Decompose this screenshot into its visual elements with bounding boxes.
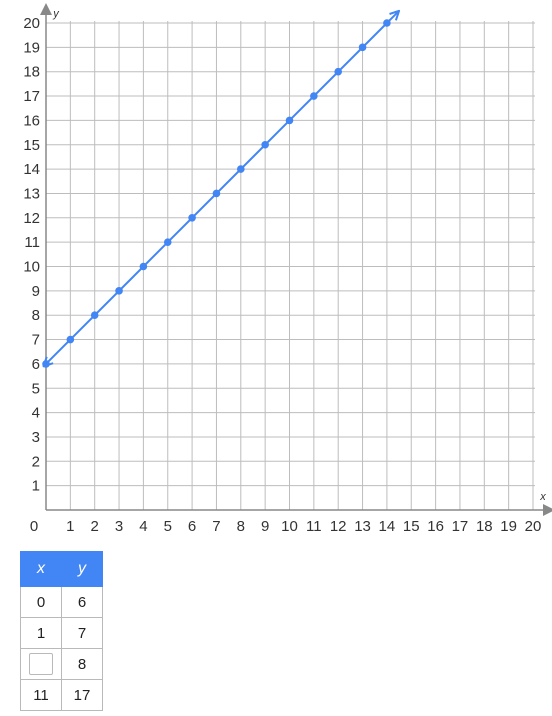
table-row: 8 [20,648,103,680]
x-tick-label: 11 [306,518,322,535]
data-point [310,92,318,100]
y-tick-label: 15 [23,137,40,154]
table-cell-x: 1 [20,617,62,649]
y-tick-label: 1 [32,478,40,495]
table-row: 1 7 [20,617,103,649]
x-tick-label: 5 [164,518,172,535]
x-tick-label: 7 [212,518,220,535]
x-tick-label: 4 [139,518,147,535]
data-point [358,43,367,52]
y-tick-label: 10 [23,259,40,276]
table-cell-y: 6 [61,586,103,618]
x-tick-label: 15 [403,518,420,535]
y-tick-label: 11 [24,234,40,251]
x-tick-label: 12 [330,518,347,535]
table-cell-x-input [20,648,62,680]
data-series [42,9,401,368]
y-axis-arrow-icon [40,3,52,15]
table-cell-x: 0 [20,586,62,618]
table-header-y: y [61,551,103,587]
x-tick-label: 16 [427,518,444,535]
y-tick-label: 13 [23,185,40,202]
x-tick-label: 14 [379,518,396,535]
y-tick-label: 16 [23,112,40,129]
line-arrow-end-icon [389,9,401,21]
y-tick-label: 2 [32,453,40,470]
data-point [139,262,148,271]
x-tick-label: 6 [188,518,196,535]
data-point [90,311,99,320]
y-tick-label: 12 [23,210,40,227]
y-tick-label: 6 [32,356,40,373]
y-tick-label: 8 [32,307,40,324]
data-point [383,19,391,27]
answer-input-box[interactable] [29,653,53,675]
x-tick-label: 17 [452,518,469,535]
grid [46,21,535,510]
table-cell-y: 7 [61,617,103,649]
data-point [188,214,196,222]
y-tick-label: 18 [23,64,40,81]
data-point [163,238,172,246]
x-tick-label: 19 [500,518,517,535]
x-tick-label: 20 [525,518,542,535]
table-row: 11 17 [20,679,103,711]
table-cell-y: 8 [61,648,103,680]
tick-labels: 0 1 2 3 4 5 6 7 8 9 10 11 12 13 14 15 16 17 18 19 2012345678… [23,15,541,535]
data-point [334,67,343,76]
y-tick-label: 14 [23,161,40,178]
x-tick-label: 18 [476,518,493,535]
table-header-x: x [20,551,62,587]
data-point [237,165,245,173]
y-tick-label: 20 [23,15,40,32]
x-tick-label: 1 [66,518,74,535]
x-axis-arrow-icon [543,504,552,516]
y-tick-label: 3 [32,429,40,446]
xy-table: x y 0 6 1 7 8 11 17 [20,551,103,711]
y-axis-label: y [52,8,60,20]
data-point [42,360,50,368]
y-tick-label: 7 [32,332,40,349]
y-tick-label: 5 [32,380,40,397]
coordinate-plane: xy 0 1 2 3 4 5 6 7 8 9 10 11 12 13 14 15 16 17 18 19 2012345… [23,3,552,535]
axes: xy [40,3,552,516]
y-tick-label: 4 [32,405,40,422]
table-row: 0 6 [20,586,103,618]
data-point [285,116,294,125]
x-tick-label: 3 [115,518,123,535]
x-tick-label: 9 [261,518,269,535]
x-tick-label: 2 [91,518,99,535]
table-cell-y: 17 [61,679,103,711]
y-tick-label: 19 [23,39,40,56]
table-header-row: x y [20,551,103,587]
x-tick-label: 8 [237,518,245,535]
x-tick-label: 13 [354,518,371,535]
x-axis-label: x [539,491,546,503]
table-cell-x: 11 [20,679,62,711]
data-point [115,287,123,295]
y-tick-label: 17 [23,88,40,105]
x-tick-label: 0 [30,518,38,535]
data-point [261,140,269,149]
x-tick-label: 10 [281,518,298,535]
data-point [66,335,75,344]
data-point [212,189,221,198]
y-tick-label: 9 [32,283,40,300]
